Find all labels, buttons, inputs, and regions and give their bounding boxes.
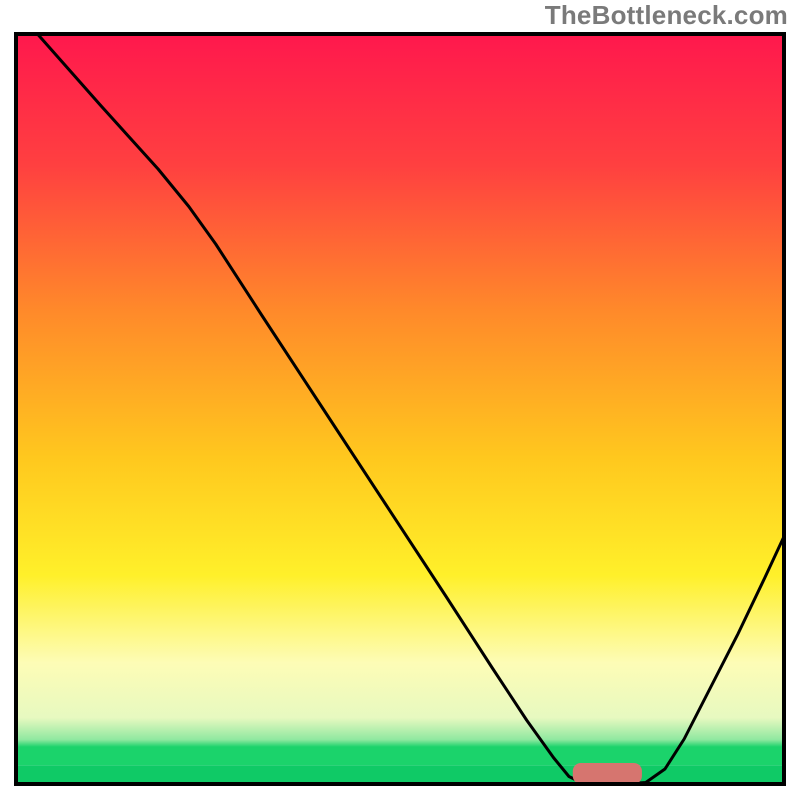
chart-frame: TheBottleneck.com [0,0,800,800]
gradient-background [16,34,784,765]
watermark-text: TheBottleneck.com [545,0,788,31]
bottom-green-band [16,765,784,784]
optimal-range-marker [573,763,642,784]
chart-svg [0,0,800,800]
